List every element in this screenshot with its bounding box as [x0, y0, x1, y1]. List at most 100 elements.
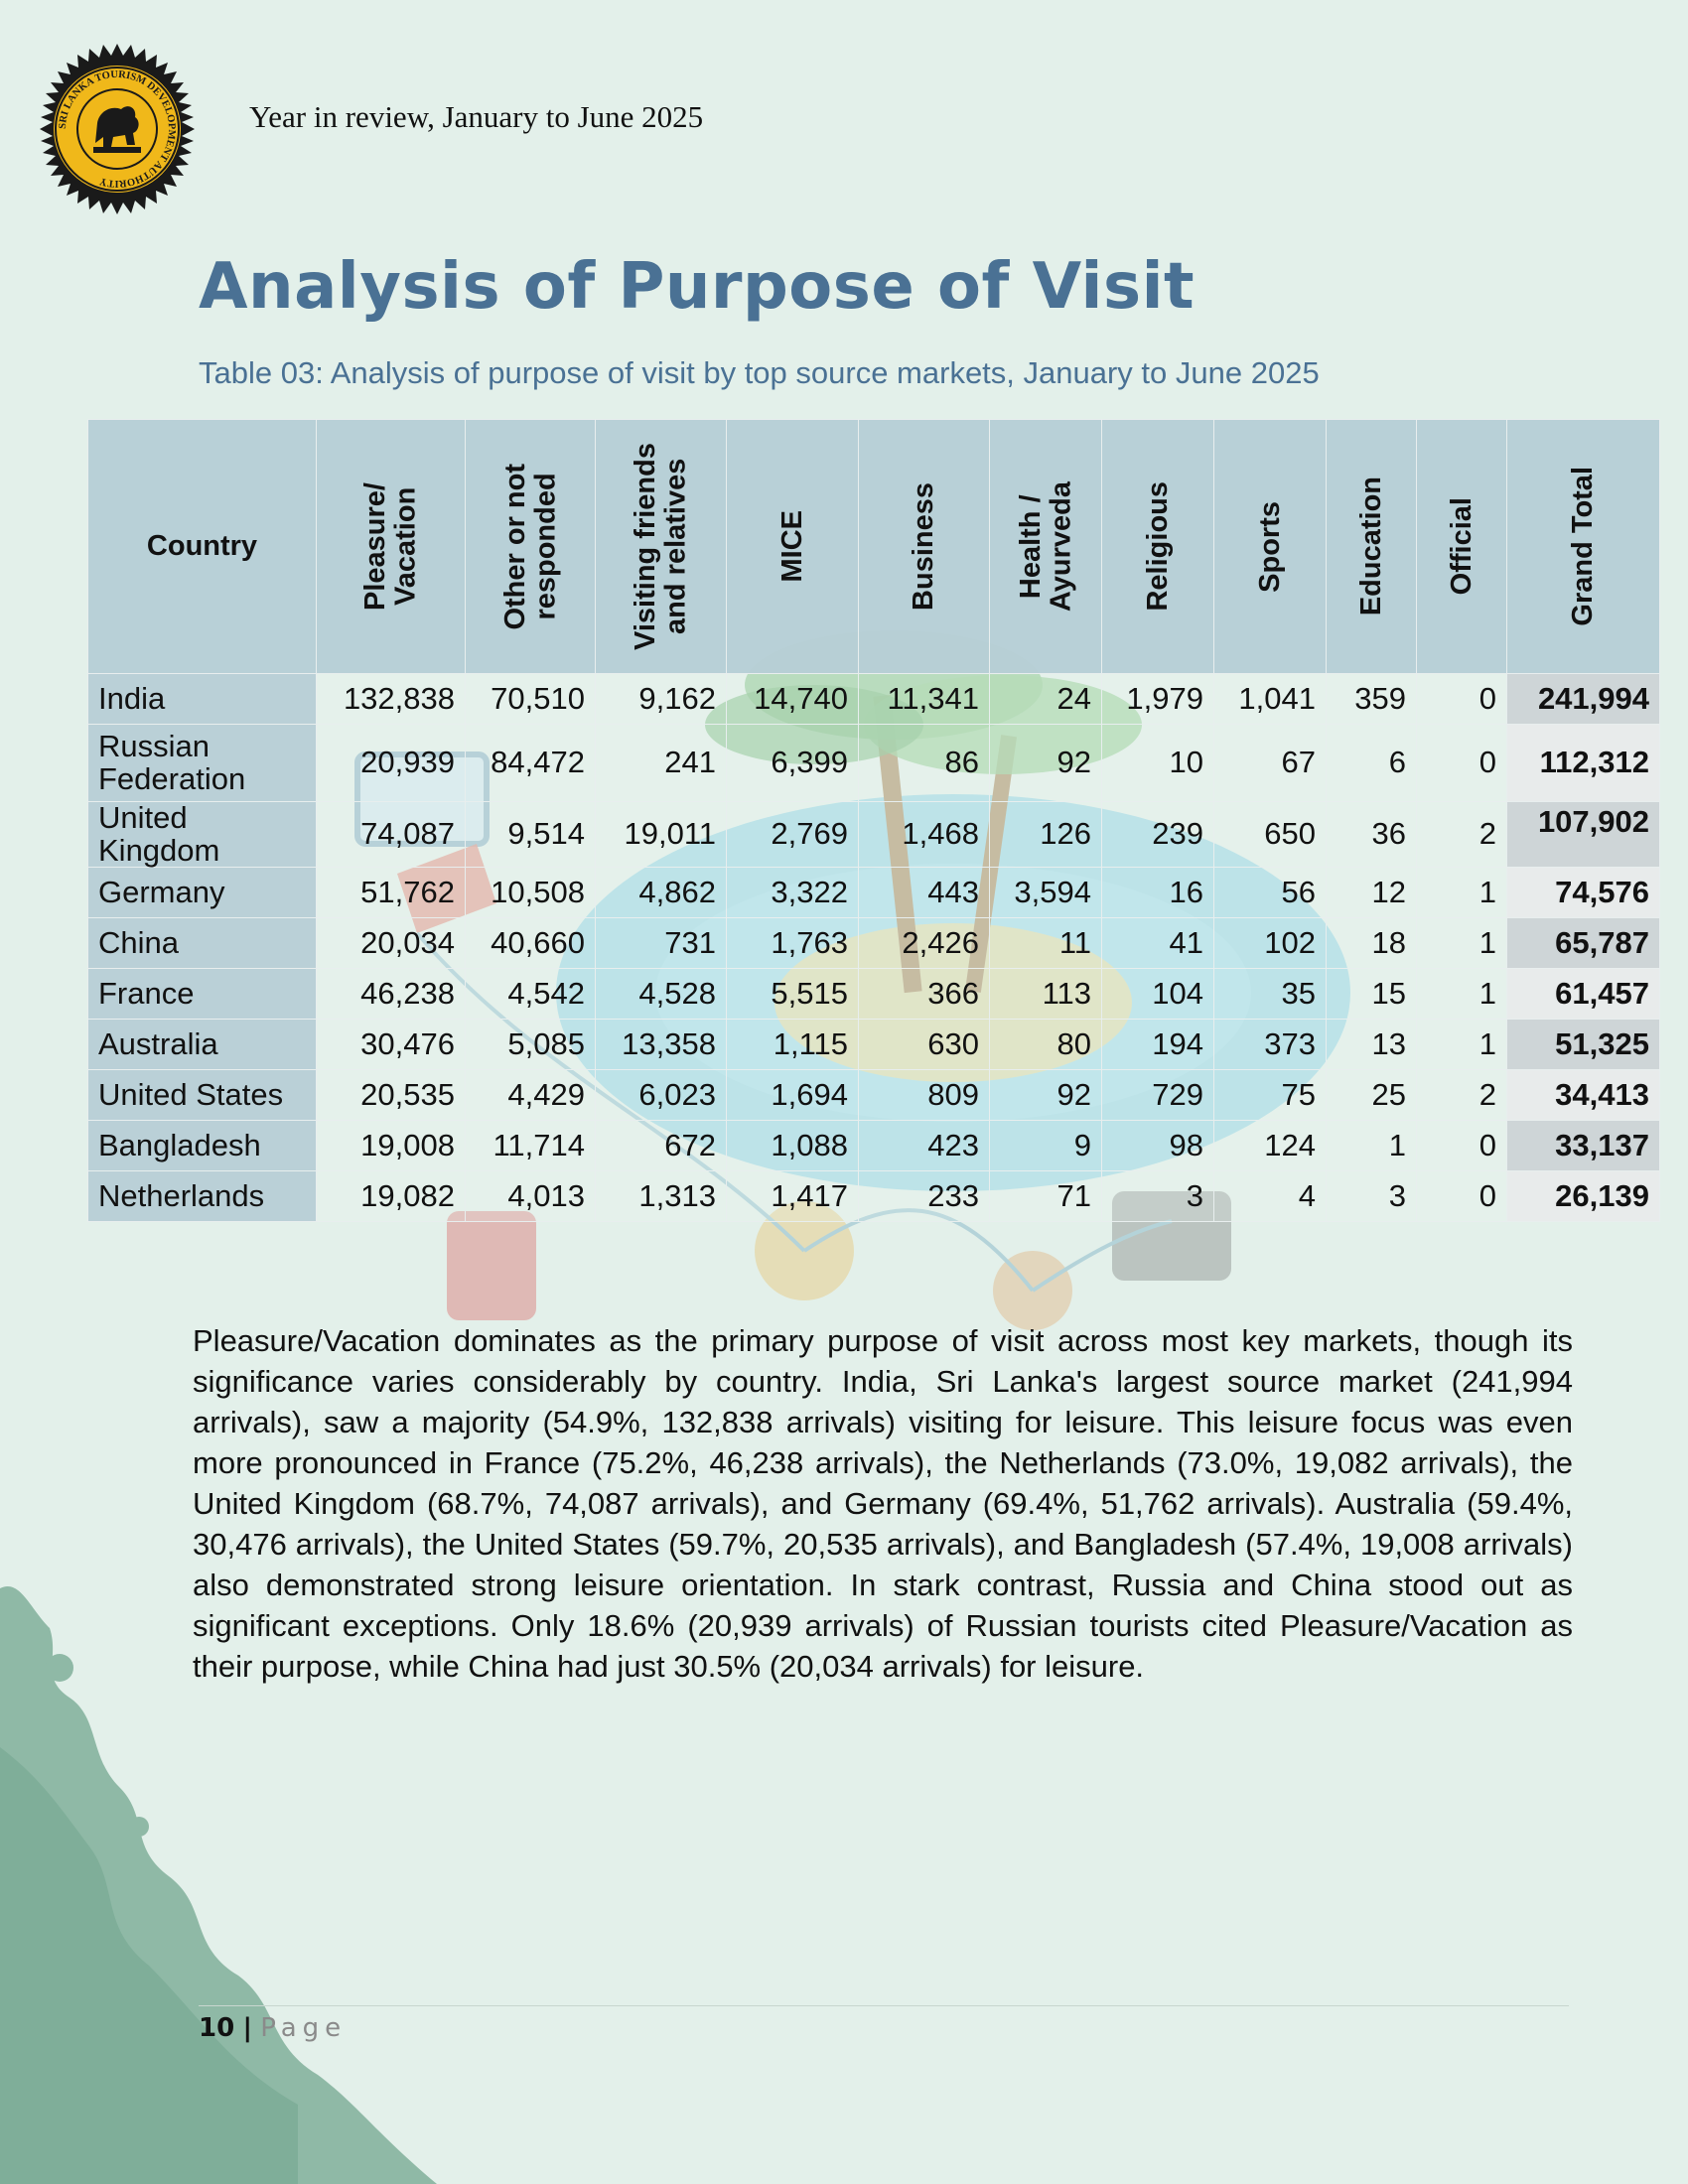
country-cell: Russian Federation [87, 724, 317, 802]
column-header-label: Official [1445, 497, 1477, 596]
value-cell: 1,468 [858, 800, 990, 869]
value-cell: 11,714 [465, 1120, 596, 1172]
value-cell: 1,115 [726, 1019, 859, 1071]
column-header: Religious [1101, 419, 1214, 674]
value-cell: 443 [858, 867, 990, 919]
value-cell: 0 [1416, 1120, 1507, 1172]
column-header: Other or not responded [465, 419, 596, 674]
page-number: 10 [199, 2013, 235, 2043]
grand-total-cell: 107,902 [1506, 800, 1660, 869]
value-cell: 239 [1101, 800, 1214, 869]
value-cell: 15 [1326, 968, 1417, 1021]
value-cell: 1,417 [726, 1170, 859, 1223]
value-cell: 5,515 [726, 968, 859, 1021]
country-cell: United Kingdom [87, 800, 317, 869]
value-cell: 102 [1213, 917, 1327, 970]
value-cell: 2,426 [858, 917, 990, 970]
table-header-row: Country Pleasure/ Vacation Other or not re… [87, 419, 1660, 674]
value-cell: 25 [1326, 1069, 1417, 1122]
grand-total-cell: 241,994 [1506, 673, 1660, 725]
grand-total-cell: 34,413 [1506, 1069, 1660, 1122]
value-cell: 373 [1213, 1019, 1327, 1071]
table-row: United Kingdom 74,087 9,514 19,011 2,769 1,46… [87, 800, 1660, 869]
value-cell: 84,472 [465, 724, 596, 802]
value-cell: 3,594 [989, 867, 1102, 919]
value-cell: 80 [989, 1019, 1102, 1071]
lion-emblem-icon [95, 106, 139, 147]
column-header-label: Business [908, 482, 940, 611]
grand-total-cell: 33,137 [1506, 1120, 1660, 1172]
value-cell: 2 [1416, 800, 1507, 869]
value-cell: 20,535 [316, 1069, 466, 1122]
table-row: Russian Federation 20,939 84,472 241 6,399 86… [87, 724, 1660, 802]
purpose-of-visit-table: Country Pleasure/ Vacation Other or not re… [87, 419, 1660, 1223]
value-cell: 132,838 [316, 673, 466, 725]
value-cell: 14,740 [726, 673, 859, 725]
value-cell: 4 [1213, 1170, 1327, 1223]
value-cell: 10,508 [465, 867, 596, 919]
value-cell: 233 [858, 1170, 990, 1223]
value-cell: 24 [989, 673, 1102, 725]
value-cell: 1 [1416, 917, 1507, 970]
value-cell: 194 [1101, 1019, 1214, 1071]
value-cell: 75 [1213, 1069, 1327, 1122]
background-splash-decoration [0, 1586, 437, 2184]
column-header-label: Health / Ayurveda [1014, 480, 1076, 613]
value-cell: 36 [1326, 800, 1417, 869]
value-cell: 1 [1416, 867, 1507, 919]
value-cell: 11,341 [858, 673, 990, 725]
value-cell: 98 [1101, 1120, 1214, 1172]
column-header-label: Religious [1141, 481, 1174, 612]
table-row: Netherlands 19,082 4,013 1,313 1,417 233 71 3 4 3… [87, 1170, 1660, 1223]
value-cell: 51,762 [316, 867, 466, 919]
value-cell: 4,542 [465, 968, 596, 1021]
value-cell: 67 [1213, 724, 1327, 802]
value-cell: 6 [1326, 724, 1417, 802]
table-row: China 20,034 40,660 731 1,763 2,426 11 41 102 18 1… [87, 917, 1660, 970]
column-header: Health / Ayurveda [989, 419, 1102, 674]
value-cell: 40,660 [465, 917, 596, 970]
value-cell: 2,769 [726, 800, 859, 869]
value-cell: 124 [1213, 1120, 1327, 1172]
column-header-label: Sports [1253, 500, 1286, 593]
country-cell: Germany [87, 867, 317, 919]
value-cell: 359 [1326, 673, 1417, 725]
column-header-label: Grand Total [1567, 467, 1600, 626]
value-cell: 1 [1416, 968, 1507, 1021]
value-cell: 241 [595, 724, 727, 802]
value-cell: 2 [1416, 1069, 1507, 1122]
value-cell: 1,763 [726, 917, 859, 970]
grand-total-cell: 61,457 [1506, 968, 1660, 1021]
value-cell: 10 [1101, 724, 1214, 802]
column-header: Education [1326, 419, 1417, 674]
value-cell: 650 [1213, 800, 1327, 869]
value-cell: 1,088 [726, 1120, 859, 1172]
sltda-logo: SRI LANKA TOURISM DEVELOPMENT AUTHORITY [40, 44, 195, 214]
column-header: Official [1416, 419, 1507, 674]
value-cell: 13 [1326, 1019, 1417, 1071]
value-cell: 18 [1326, 917, 1417, 970]
value-cell: 423 [858, 1120, 990, 1172]
value-cell: 1 [1416, 1019, 1507, 1071]
value-cell: 16 [1101, 867, 1214, 919]
table-row: Germany 51,762 10,508 4,862 3,322 443 3,594 16 5… [87, 867, 1660, 919]
column-header: Business [858, 419, 990, 674]
column-header-label: Education [1354, 477, 1387, 616]
country-cell: Bangladesh [87, 1120, 317, 1172]
grand-total-cell: 65,787 [1506, 917, 1660, 970]
column-header-country: Country [87, 419, 317, 674]
value-cell: 19,008 [316, 1120, 466, 1172]
value-cell: 0 [1416, 724, 1507, 802]
value-cell: 630 [858, 1019, 990, 1071]
column-header-label: Other or not responded [498, 463, 561, 630]
value-cell: 104 [1101, 968, 1214, 1021]
value-cell: 126 [989, 800, 1102, 869]
grand-total-cell: 26,139 [1506, 1170, 1660, 1223]
table-caption: Table 03: Analysis of purpose of visit b… [199, 355, 1320, 390]
country-cell: France [87, 968, 317, 1021]
column-header: MICE [726, 419, 859, 674]
value-cell: 1,041 [1213, 673, 1327, 725]
value-cell: 731 [595, 917, 727, 970]
value-cell: 74,087 [316, 800, 466, 869]
value-cell: 729 [1101, 1069, 1214, 1122]
